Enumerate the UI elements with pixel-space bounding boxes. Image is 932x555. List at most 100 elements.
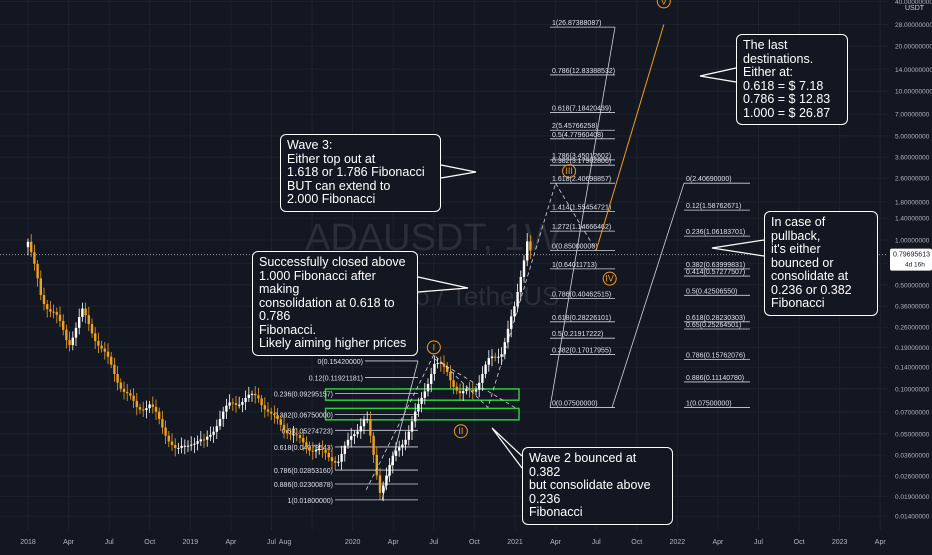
wave-label-text: III [565,166,573,176]
candle-body [500,354,503,357]
candle-body [228,402,231,406]
countdown-label: 4d 16h [905,262,925,269]
fib-level-label: 0.5(4.77960408) [552,132,603,139]
time-tick-label: Jul [429,539,438,546]
fib-level-label: 0.618(7.18420439) [552,105,611,112]
price-tick-label: 0.01900000 [895,494,930,501]
price-tick-label: 0.50000000 [895,282,930,289]
candle-body [81,308,84,317]
time-tick-label: Apr [875,539,887,546]
price-tick-label: 1.40000000 [895,216,930,223]
candle-body [196,441,199,444]
fib-level-label: 0(0.15420000) [317,359,363,366]
fib-level-label: 1.618(2.40698857) [552,176,611,183]
candle-body [391,455,394,466]
currency-label: USDT [905,5,925,12]
candle-body [94,333,97,341]
time-tick-label: 2023 [832,539,848,546]
candle-body [279,419,282,425]
wave5-projection-line [595,24,665,251]
candle-body [516,292,519,307]
candle-body [254,393,257,396]
candle-body [49,309,52,312]
candle-body [212,431,215,435]
price-tick-label: 1.00000000 [895,238,930,245]
time-tick-label: Apr [63,539,75,546]
time-tick-label: Aug [279,539,292,546]
candle-body [122,388,126,392]
price-tick-label: 28.00000000 [895,22,932,29]
candle-body [113,364,116,374]
candle-body [330,457,334,462]
fib-level-label: 0.786(0.02853160) [274,468,333,475]
candle-body [170,441,174,446]
wave2-path-dashed [433,358,516,408]
candle-body [132,395,135,401]
candle-body [97,340,100,346]
candle-body [46,304,49,310]
time-tick-label: Oct [631,539,642,546]
candle-body [311,450,314,452]
candle-body [186,445,190,447]
candle-body [337,461,340,463]
candle-body [238,404,241,406]
candle-body [350,436,353,440]
price-tick-label: 0.02600000 [895,474,930,481]
candle-body [458,390,462,394]
candle-body [449,371,452,381]
candle-body [90,324,94,334]
candle-body [468,389,471,391]
time-axis[interactable]: 2018 Apr Jul Oct 2019 Apr Jul Aug 2020 Apr Jul Oct 2… [0,532,932,550]
price-tick-label: 5.00000000 [895,133,930,140]
fib-level-label: 0.236(1.06183701) [686,229,745,236]
candle-body [126,391,129,394]
candle-body [526,241,529,261]
candle-body [366,419,369,421]
fib-level-label: 0.382(3.17982806) [552,158,611,165]
candle-body [436,362,439,364]
candle-body [142,409,145,411]
time-axis-bg [0,532,932,550]
price-tick-label: 3.60000000 [895,155,930,162]
price-tick-label: 2.60000000 [895,176,930,183]
candle-body [487,358,490,365]
wave-label-circle [602,271,617,286]
candle-body [52,311,55,313]
candle-body [506,328,510,343]
fib-level-label: 0.886(0.02300878) [274,482,333,489]
candle-body [87,315,90,325]
candle-body [190,444,193,446]
candle-body [343,445,346,454]
candle-body [225,405,228,412]
fib-level-label: 0.65(0.25264501) [686,322,741,329]
candle-body [302,438,305,443]
fib-level-label: 0(0.07500000) [552,401,598,408]
candle-body [519,276,522,293]
price-tick-label: 0.19000000 [895,345,930,352]
candle-body [65,329,68,341]
wave-label-text: II [458,426,463,436]
candle-body [433,363,436,374]
support-zone [324,407,520,421]
time-tick-label: 2020 [345,539,361,546]
candle-body [106,351,110,357]
fib-trend-line [381,360,419,500]
fib-level-label: 0.5(0.21917222) [552,331,603,338]
candle-body [154,406,158,412]
price-tick-label: 0.05000000 [895,431,930,438]
candle-body [420,397,423,404]
candle-body [385,475,388,486]
candle-body [382,485,385,493]
time-tick-label: Apr [388,539,400,546]
time-tick-label: Apr [225,539,237,546]
candle-body [510,316,513,329]
candle-body [215,426,218,432]
candle-body [100,345,103,349]
candle-body [234,403,238,405]
fib-level-label: 0.786(0.40462515) [552,292,611,299]
candle-body [183,445,186,447]
